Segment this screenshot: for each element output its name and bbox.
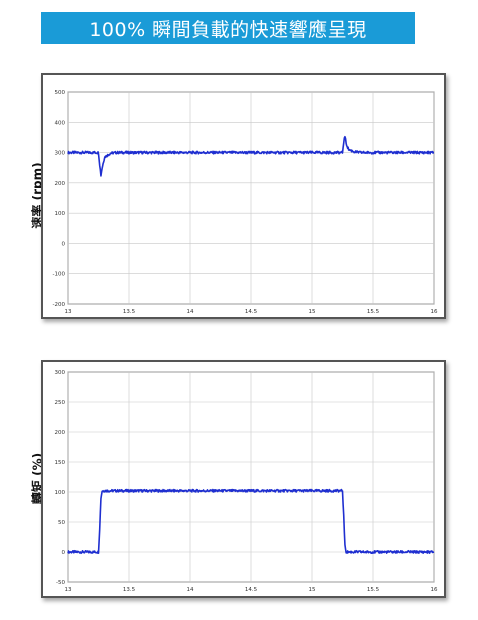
- torque-y-tick-label: 100: [55, 490, 66, 496]
- speed-x-tick-label: 13.5: [123, 309, 136, 315]
- speed-y-tick-label: 0: [62, 241, 66, 247]
- torque-y-tick-label: 300: [55, 370, 66, 376]
- torque-x-tick-label: 15.5: [367, 587, 380, 593]
- torque-x-tick-label: 14: [187, 587, 194, 593]
- torque-x-tick-label: 14.5: [245, 587, 258, 593]
- torque-y-tick-label: 50: [58, 520, 65, 526]
- speed-x-tick-label: 16: [431, 309, 438, 315]
- speed-y-tick-label: 500: [55, 90, 66, 96]
- speed-y-tick-label: -100: [53, 272, 66, 278]
- torque-chart: 13 13.5 14 14.5 15 15.5 16 -50 0 50 100 150 200 250 30…: [55, 370, 438, 593]
- speed-chart-panel: 13 13.5 14 14.5 15 15.5 16 -200 -100 0 100 200 300 40…: [41, 73, 446, 319]
- torque-x-tick-label: 15: [309, 587, 316, 593]
- speed-y-tick-label: 300: [55, 151, 66, 157]
- torque-x-tick-label: 13.5: [123, 587, 136, 593]
- speed-y-tick-label: 400: [55, 120, 66, 126]
- speed-y-tick-label: 200: [55, 181, 66, 187]
- speed-x-tick-label: 15.5: [367, 309, 380, 315]
- speed-x-tick-label: 13: [65, 309, 72, 315]
- torque-x-tick-label: 16: [431, 587, 438, 593]
- speed-y-tick-label: -200: [53, 302, 66, 308]
- torque-y-tick-label: 150: [55, 460, 66, 466]
- speed-y-tick-label: 100: [55, 211, 66, 217]
- title-banner: 100% 瞬間負載的快速響應呈現: [41, 12, 415, 44]
- speed-series-line: [67, 135, 435, 177]
- torque-y-tick-label: 250: [55, 400, 66, 406]
- banner-title: 100% 瞬間負載的快速響應呈現: [89, 18, 367, 41]
- speed-x-tick-label: 15: [309, 309, 316, 315]
- speed-x-tick-label: 14: [187, 309, 194, 315]
- speed-chart: 13 13.5 14 14.5 15 15.5 16 -200 -100 0 100 200 300 40…: [53, 90, 438, 315]
- torque-y-tick-label: -50: [56, 580, 65, 586]
- torque-chart-panel: 13 13.5 14 14.5 15 15.5 16 -50 0 50 100 150 200 250 30…: [41, 360, 446, 598]
- torque-y-tick-label: 0: [62, 550, 66, 556]
- torque-y-tick-label: 200: [55, 430, 66, 436]
- speed-x-tick-label: 14.5: [245, 309, 258, 315]
- torque-series-line: [67, 488, 435, 555]
- torque-x-tick-label: 13: [65, 587, 72, 593]
